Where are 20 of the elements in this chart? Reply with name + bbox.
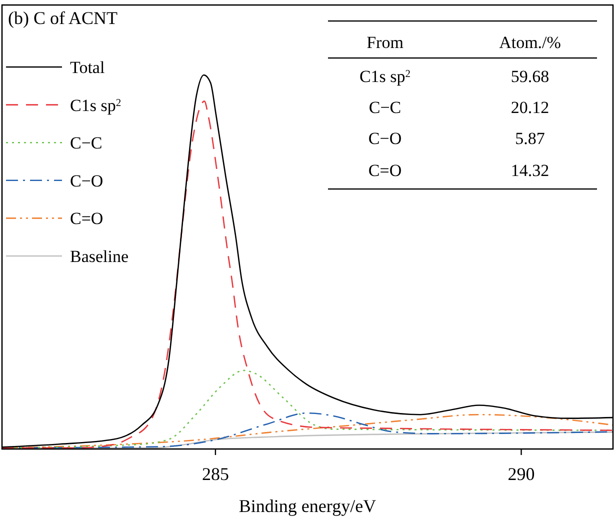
- legend-label: Total: [70, 58, 105, 77]
- annotation: C−C: [368, 98, 402, 117]
- x-axis-title: Binding energy/eV: [238, 496, 376, 516]
- annotation: 20.12: [510, 98, 550, 117]
- chart-title: (b) C of ACNT: [8, 8, 118, 28]
- legend-label: C1s sp$^{2}$: [70, 96, 122, 115]
- x-tick-label: 290: [508, 464, 535, 484]
- legend-label: C−O: [70, 171, 104, 190]
- annotation: 14.32: [510, 161, 550, 180]
- annotation: C−O: [368, 129, 402, 148]
- x-tick-label: 285: [202, 464, 229, 484]
- annotation: 59.68: [510, 67, 550, 86]
- annotation: C1s sp$^{2}$: [359, 67, 411, 86]
- legend-label: C=O: [70, 209, 104, 228]
- annotation: C=O: [368, 161, 402, 180]
- legend-label: Baseline: [70, 247, 129, 266]
- text: From: [366, 33, 404, 52]
- annotation: 5.87: [515, 129, 546, 148]
- legend-label: C−C: [70, 134, 102, 153]
- text: Atom./%: [499, 33, 561, 52]
